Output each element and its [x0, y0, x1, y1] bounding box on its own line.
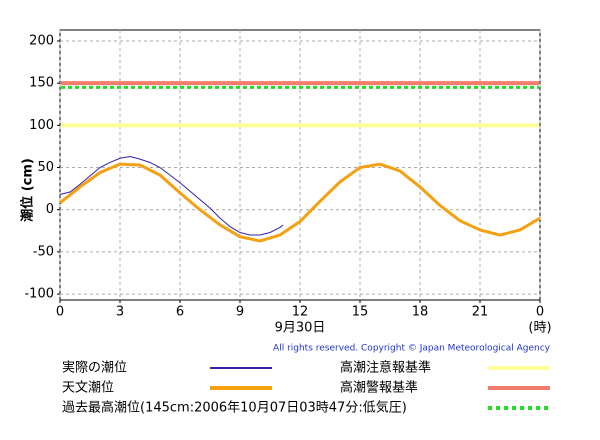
y-tick-label: -50 [33, 244, 54, 259]
x-tick-label: 0 [56, 305, 64, 320]
y-tick-label: 200 [29, 33, 54, 48]
legend-label: 高潮警報基準 [340, 380, 418, 396]
legend-label: 天文潮位 [62, 381, 114, 396]
x-tick-label: 18 [412, 305, 429, 320]
x-tick-label: 9 [236, 305, 244, 320]
legend-label: 高潮注意報基準 [340, 360, 431, 376]
x-axis-label: 9月30日 [275, 321, 326, 336]
series-line [59, 156, 284, 236]
x-tick-label: 12 [292, 305, 309, 320]
y-tick-label: 100 [29, 118, 54, 133]
series-line [59, 162, 541, 243]
x-tick-label: 15 [352, 305, 369, 320]
legend-label: 実際の潮位 [62, 360, 127, 376]
x-tick-label: 21 [472, 305, 489, 320]
x-tick-label: 3 [116, 305, 124, 320]
x-tick-label: 6 [176, 305, 184, 320]
legend-label: 過去最高潮位(145cm:2006年10月07日03時47分:低気圧) [62, 400, 407, 416]
y-tick-label: 150 [29, 76, 54, 91]
y-tick-label: 50 [37, 160, 54, 175]
y-axis-label: 潮位 (cm) [20, 158, 36, 222]
x-tick-label: 0 [536, 305, 544, 320]
x-axis-unit: (時) [528, 321, 551, 336]
y-tick-label: -100 [24, 287, 54, 302]
y-tick-label: 0 [46, 202, 54, 217]
copyright: All rights reserved. Copyright © Japan M… [273, 344, 551, 354]
